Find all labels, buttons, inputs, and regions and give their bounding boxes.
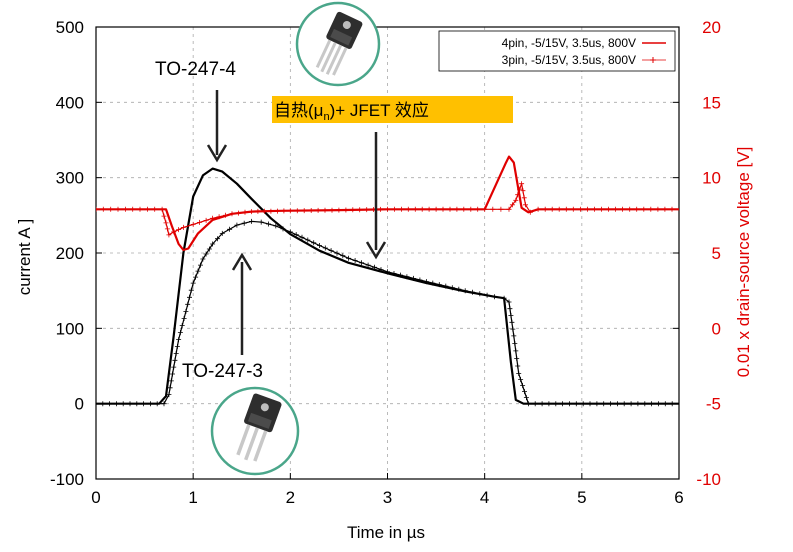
package-image-to247-4 — [295, 1, 381, 87]
x-tick-label: 6 — [674, 488, 683, 507]
y-right-tick-label: -10 — [696, 470, 721, 489]
y-left-tick-label: -100 — [50, 470, 84, 489]
y-right-tick-label: -5 — [706, 395, 721, 414]
legend-plus-marker — [650, 57, 656, 63]
y-left-tick-label: 400 — [56, 93, 84, 112]
series-layer — [96, 155, 679, 407]
annotation-jfet-main: 自热(μ — [274, 101, 323, 120]
annotation-to247-4: TO-247-4 — [155, 59, 236, 80]
y-right-tick-label: 10 — [702, 169, 721, 188]
arrowhead-to247-3 — [231, 252, 253, 271]
x-tick-label: 3 — [383, 488, 392, 507]
y-left-tick-label: 100 — [56, 319, 84, 338]
series-group — [96, 155, 679, 407]
y-right-tick-label: 5 — [712, 244, 721, 263]
x-tick-label: 5 — [577, 488, 586, 507]
y-right-tick-label: 0 — [712, 319, 721, 338]
x-tick-label: 1 — [188, 488, 197, 507]
y-right-tick-label: 20 — [702, 18, 721, 37]
ticks: 0 1 2 3 4 5 6 500 400 300 200 100 0 -100 20 15 10 5 0 -5 -10 — [50, 18, 721, 507]
plus-marker-set — [96, 218, 675, 407]
y-axis-label-right: 0.01 x drain-source voltage [V] — [734, 147, 753, 378]
package-image-to247-3 — [210, 386, 300, 476]
y-left-tick-label: 200 — [56, 244, 84, 263]
legend-entry-label: 3pin, -5/15V, 3.5us, 800V — [502, 53, 636, 67]
plus-marker-set — [96, 181, 675, 238]
y-left-tick-label: 300 — [56, 169, 84, 188]
y-axis-label-left: current A ] — [15, 219, 34, 296]
x-axis-label: Time in µs — [347, 523, 425, 542]
annotation-to247-3: TO-247-3 — [182, 361, 263, 382]
legend: 4pin, -5/15V, 3.5us, 800V 3pin, -5/15V, … — [438, 30, 676, 72]
annotation-box-jfet — [272, 96, 513, 123]
series-markers — [96, 218, 675, 407]
arrowhead-jfet — [365, 241, 387, 260]
x-tick-label: 2 — [286, 488, 295, 507]
y-left-tick-label: 0 — [75, 395, 84, 414]
annotation-jfet: 自热(μn)+ JFET 效应 — [274, 101, 429, 123]
series-line — [96, 167, 679, 405]
x-tick-label: 0 — [91, 488, 100, 507]
y-left-tick-label: 500 — [56, 18, 84, 37]
series-markers — [96, 181, 675, 238]
legend-box — [438, 30, 676, 72]
legend-entry-label: 4pin, -5/15V, 3.5us, 800V — [502, 36, 636, 50]
x-tick-label: 4 — [480, 488, 489, 507]
annotation-jfet-sub: n — [323, 111, 329, 123]
annotation-jfet-tail: )+ JFET 效应 — [330, 101, 429, 120]
arrowhead-to247-4 — [206, 144, 228, 163]
y-right-tick-label: 15 — [702, 93, 721, 112]
